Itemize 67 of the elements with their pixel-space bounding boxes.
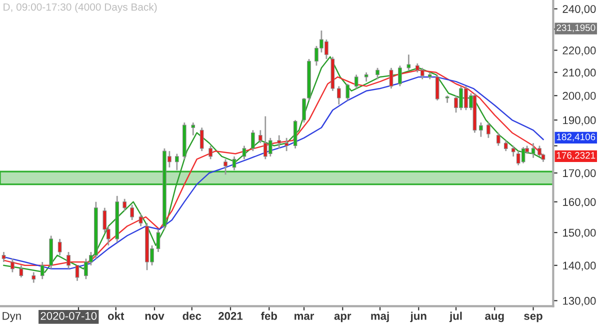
candlestick <box>122 198 126 212</box>
text: 231,1950 <box>556 24 596 32</box>
text: 176,2321 <box>556 152 596 160</box>
candlestick <box>486 122 490 139</box>
candlestick <box>354 74 358 90</box>
text: 182,4106 <box>556 134 596 142</box>
y-tick-label: 190,00 <box>563 116 596 126</box>
candlestick <box>435 74 440 102</box>
y-tick-label: 210,00 <box>562 68 596 78</box>
candlestick <box>75 264 80 282</box>
candlestick <box>66 251 70 270</box>
candlestick <box>175 153 179 171</box>
x-tick-label: mar <box>294 314 314 320</box>
candlestick <box>232 156 236 171</box>
candlestick <box>224 158 228 176</box>
candlestick <box>479 122 483 138</box>
candlestick <box>138 213 143 227</box>
candlestick <box>531 142 536 159</box>
candlestick <box>504 140 508 152</box>
candlestick <box>208 145 212 160</box>
x-tick-label: sep <box>524 314 542 322</box>
candlestick <box>346 83 350 102</box>
candlestick <box>496 132 500 146</box>
candlestick <box>511 145 516 158</box>
text: 2020-07-10 <box>40 312 97 320</box>
candlestick <box>242 145 246 160</box>
x-tick-label: 2021 <box>218 312 243 320</box>
y-tick-label: 220,00 <box>562 46 596 56</box>
y-tick-label: 170,00 <box>563 169 596 178</box>
y-tick-label: 240,00 <box>562 5 596 14</box>
candlestick <box>10 258 14 273</box>
x-tick-label: okt <box>108 312 124 320</box>
chart-title: D, 09:00-17:30 (4000 Days Back) <box>4 3 157 13</box>
candlestick <box>258 129 262 144</box>
candlestick <box>130 204 134 221</box>
candlestick <box>58 238 62 256</box>
candlestick <box>251 129 255 152</box>
candlestick <box>337 86 341 106</box>
x-tick-label: maj <box>371 312 389 322</box>
y-tick-label: 150,00 <box>563 228 596 238</box>
candlestick <box>389 67 394 90</box>
candlestick <box>277 134 281 150</box>
x-tick-label: jul <box>449 312 462 322</box>
x-tick-label: nov <box>145 314 164 320</box>
candlestick <box>2 251 6 263</box>
y-tick-label: 200,00 <box>562 92 596 102</box>
candlestick <box>191 122 196 136</box>
candlestick <box>156 228 160 253</box>
y-tick-label: 160,00 <box>563 198 596 208</box>
candlestick <box>19 264 24 278</box>
x-tick-label: jun <box>410 312 426 322</box>
candlestick <box>398 64 402 87</box>
x-tick-label: apr <box>334 314 352 322</box>
y-tick-label: 130,00 <box>563 296 596 306</box>
y-tick-label: 140,00 <box>563 262 596 271</box>
x-tick-label: feb <box>260 312 278 320</box>
text: Dyn <box>2 312 21 322</box>
candlestick <box>40 261 44 280</box>
candlestick <box>364 72 368 82</box>
candlestick <box>406 54 411 71</box>
x-tick-label: dec <box>182 312 202 320</box>
x-tick-label: aug <box>485 314 504 322</box>
candlestick <box>376 67 380 80</box>
candlestick <box>200 126 204 152</box>
candlestick <box>284 137 288 152</box>
candlestick <box>302 97 306 124</box>
candlestick <box>32 272 36 284</box>
